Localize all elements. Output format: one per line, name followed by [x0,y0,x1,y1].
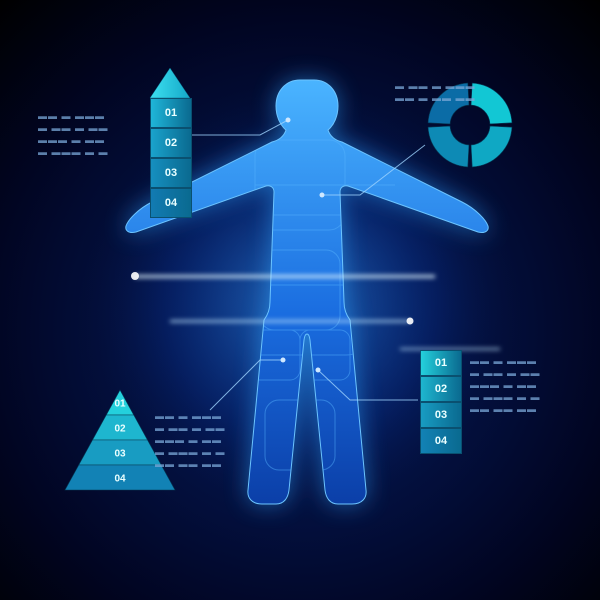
bar-stack-text: ▬▬ ▬ ▬▬▬ ▬ ▬▬ ▬ ▬▬ ▬▬▬ ▬ ▬▬ ▬ ▬▬▬ ▬ ▬ ▬▬… [470,355,541,415]
pyramid-icon: 01020304 [0,0,600,600]
bar-stack-segment: 03 [420,402,462,428]
pyramid-label: 04 [114,474,126,485]
pyramid-label: 01 [114,399,126,410]
bar-stack-segment: 02 [420,376,462,402]
bar-stack-segment: 01 [420,350,462,376]
bar-stack-segment: 04 [420,428,462,454]
pyramid-text: ▬▬ ▬ ▬▬▬ ▬ ▬▬ ▬ ▬▬ ▬▬▬ ▬ ▬▬ ▬ ▬▬▬ ▬ ▬ ▬▬… [155,410,226,470]
infographic-stage: 01020304 ▬▬ ▬ ▬▬▬ ▬ ▬▬ ▬ ▬▬ ▬▬▬ ▬ ▬▬ ▬ ▬… [0,0,600,600]
pyramid-label: 02 [114,424,126,435]
pyramid-label: 03 [114,449,126,460]
